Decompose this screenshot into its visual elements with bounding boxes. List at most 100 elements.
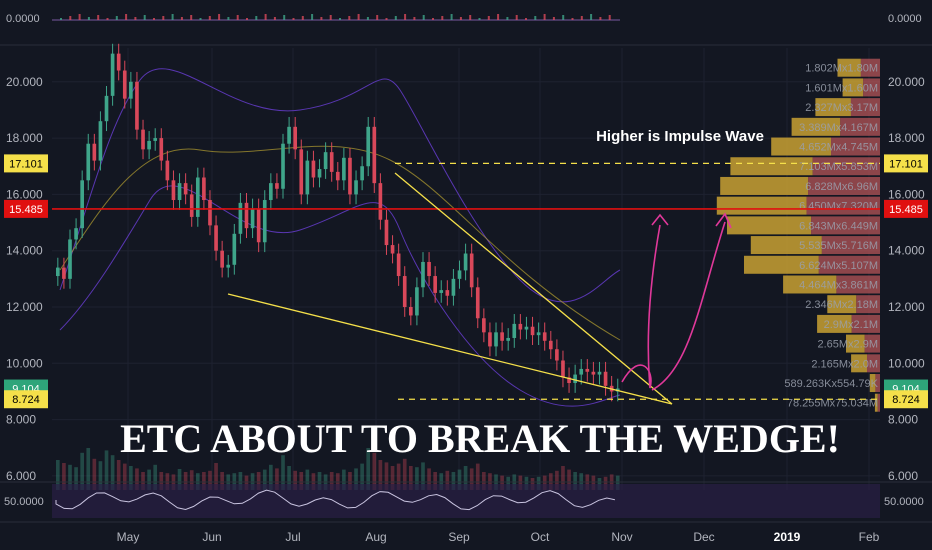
top-panel-bar [534,16,537,20]
volume-profile-bar-down [806,196,880,215]
volume-profile-bar-up [771,137,832,156]
top-panel-bar [255,16,258,20]
volume-profile-bar-up [874,393,878,412]
rsi-left-label: 50.0000 [4,496,44,508]
top-panel-bar [69,16,72,20]
top-panel-bar [273,17,276,20]
top-panel-bar [339,18,341,20]
x-tick-label: Aug [365,530,386,544]
volume-bar [360,463,364,490]
volume-profile-bar-up [744,255,819,274]
candle-body [427,261,431,277]
candle-body [408,307,413,316]
volume-profile-bar-down [850,98,880,117]
y-tick-label-left: 6.000 [6,469,36,483]
candle-body [421,261,425,288]
volume-profile-label: 4.652Mx4.745M [799,142,878,154]
y-tick-label-left: 20.000 [6,75,43,89]
volume-bar [536,476,541,490]
price-tag-right-label: 17.101 [889,158,923,170]
volume-bar [390,466,395,490]
top-panel-bar [264,14,267,20]
candle-body [86,143,91,181]
volume-profile-bar-up [716,196,807,215]
candle-body [390,245,395,254]
candle-body [98,121,103,161]
target-arrowhead-short [651,213,669,226]
candle-body [238,202,243,234]
candle-body [348,157,352,195]
volume-bar [506,476,511,490]
candle-body [354,180,358,195]
volume-bar [269,464,273,490]
volume-profile-label: 5.535Mx5.716M [799,240,878,252]
price-tag-right [884,199,928,218]
volume-profile-bar-down [821,236,880,255]
candle-body [530,326,535,336]
candle-body [335,171,340,181]
volume-profile-bar-down [811,216,880,235]
volume-profile-label: 7.103Mx5.853M [799,161,878,173]
bollinger-lower [59,185,621,407]
candle-body [281,143,285,189]
volume-profile-bar-up [720,176,809,195]
candle-body [433,276,437,293]
volume-bar [482,472,486,490]
x-tick-label: 2019 [774,530,801,544]
candle-body [329,152,334,172]
top-panel-bar [525,18,527,20]
y-tick-label-right: 18.000 [888,131,925,145]
volume-bar [415,467,419,490]
volume-profile-label: 589.263Kx554.79K [784,378,878,390]
candle-body [512,323,517,338]
candle-body [463,253,468,271]
candle-body [92,143,97,161]
candle-body [275,183,279,189]
volume-bar [518,475,523,490]
top-panel-right-label: 0.0000 [888,13,922,25]
volume-bar [116,460,121,490]
volume-bar [421,462,425,490]
candle-body [475,287,480,319]
top-panel-bar [394,16,397,20]
top-panel-bar [450,14,453,20]
top-panel-bar [97,15,100,20]
candle-body [494,332,498,347]
candle-body [342,157,346,181]
volume-profile-label: 2.346Mx2.18M [805,299,878,311]
volume-profile-bar-up [817,314,852,333]
candle-body [56,267,60,277]
volume-bar [378,460,383,490]
candle-body [177,183,182,201]
chart-title: ETC ABOUT TO BREAK THE WEDGE! [120,416,840,461]
volume-profile-bar-up [827,295,857,314]
candle-body [366,126,371,167]
volume-profile-label: 2.165Mx2.0M [811,358,878,370]
candle-body [573,374,577,384]
candle-body [439,290,444,293]
volume-profile-label: 6.828Mx6.96M [805,181,878,193]
y-tick-label-right: 10.000 [888,356,925,370]
y-tick-label-right: 16.000 [888,187,925,201]
top-panel-bar [329,15,332,20]
volume-profile-bar-up [791,117,841,136]
top-panel-bar [320,17,323,20]
target-path-short [621,224,661,389]
top-panel-bar [190,15,193,20]
volume-profile-bar-up [815,98,851,117]
top-panel-bar [227,17,230,20]
volume-bar [293,470,298,490]
candle-body [457,270,462,279]
top-panel-bar [552,17,555,20]
candle-body [378,183,383,220]
candle-body [68,239,72,279]
top-panel-left-label: 0.0000 [6,13,40,25]
volume-bar [433,472,437,490]
candle-body [232,233,237,265]
volume-bar [281,455,285,490]
volume-bar [244,475,249,490]
top-panel-bar [208,16,211,20]
candle-body [74,228,78,240]
volume-bar [408,466,413,490]
volume-profile-bar-down [866,354,880,373]
